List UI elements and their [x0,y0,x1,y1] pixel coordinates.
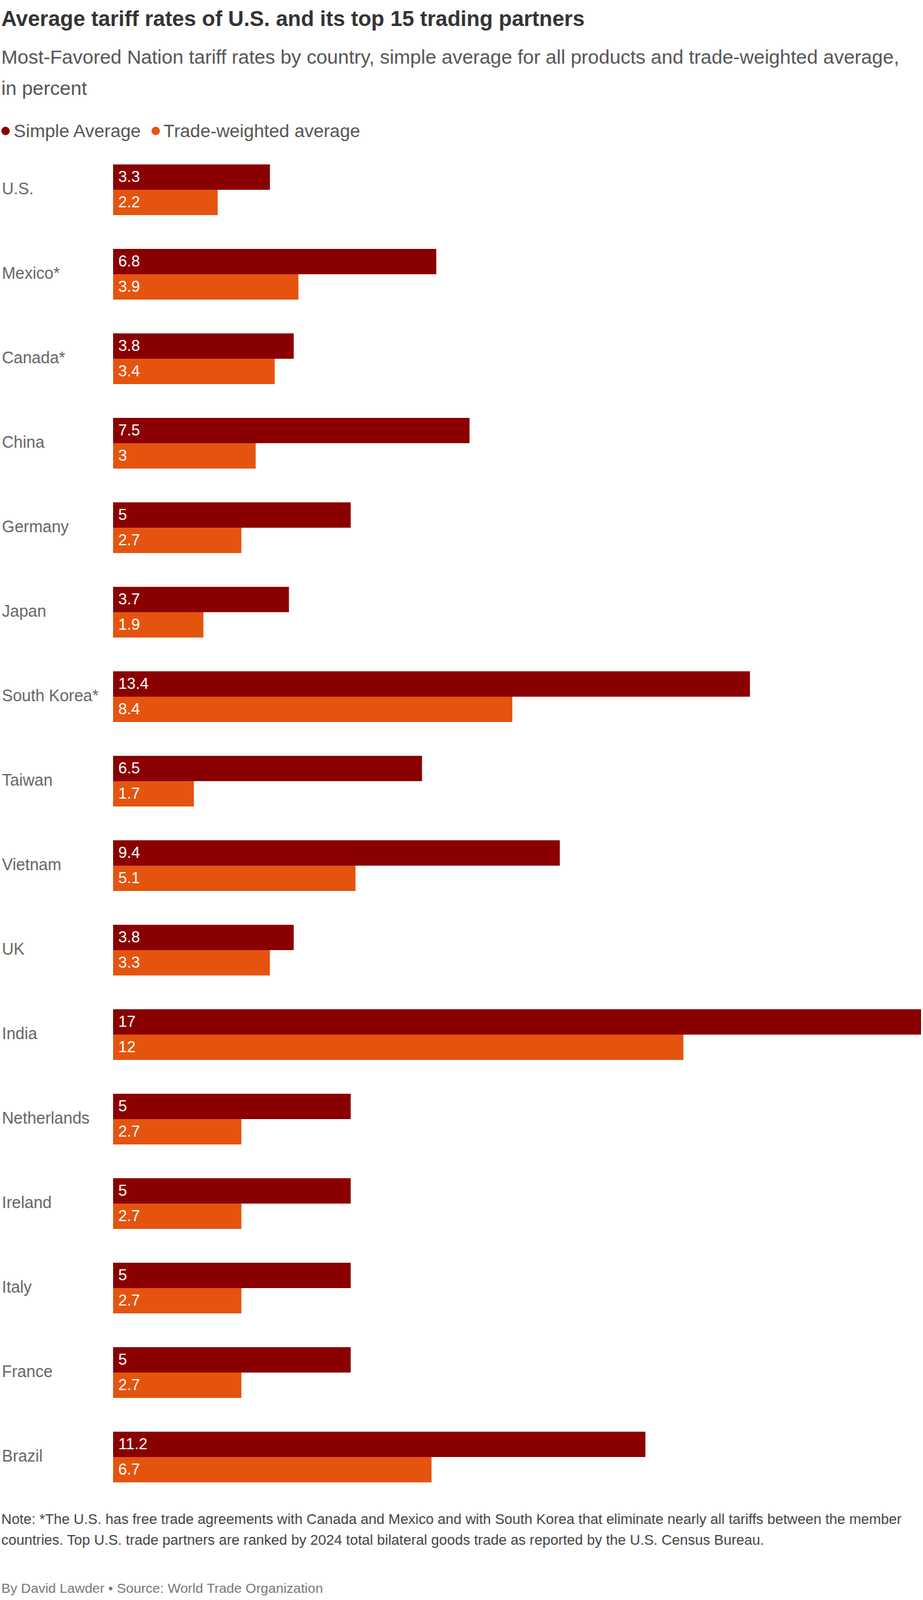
data-label: 3.4 [118,362,140,380]
title: Average tariff rates of U.S. and its top… [1,6,585,32]
data-label: 3.8 [118,928,140,946]
data-label: 9.4 [118,843,140,862]
bar [113,781,194,807]
data-label: 2.7 [118,1122,140,1141]
data-label: 11.2 [118,1435,148,1453]
data-label: 7.5 [118,421,140,439]
bar [113,527,242,554]
bar [113,189,218,216]
category-label: Ireland [1,1193,52,1212]
data-label: 2.7 [118,1207,140,1225]
category-label: Japan [1,601,47,621]
labels: U.S. 3.3 2.2 Mexico* 6.8 3.9 Canada* 3.8 3.4 Chin… [1,167,149,1479]
bar [113,274,299,300]
bar [113,164,270,190]
legend-item: Simple Average [1,120,142,142]
category-label: Germany [1,517,69,536]
data-label: 6.7 [118,1460,140,1479]
data-label: 5 [118,1181,127,1200]
bar [113,1288,242,1314]
legend-swatch [1,126,10,136]
legend-label: Trade-weighted average [163,120,361,142]
category-label: UK [1,939,25,959]
bar [113,248,437,275]
category-label: Mexico* [1,263,60,283]
bar [113,1262,351,1289]
bar [113,1093,351,1120]
category-label: Canada* [1,348,66,367]
bar [113,1119,242,1145]
bar [113,1347,351,1373]
data-label: 2.7 [118,531,140,549]
bar [113,671,751,697]
bar [113,865,356,892]
data-label: 5.1 [118,869,140,887]
bar [113,358,275,385]
bar [113,755,422,782]
note: Note: *The U.S. has free trade agreement… [1,1509,915,1551]
data-label: 12 [118,1038,136,1056]
data-label: 3.8 [118,336,140,355]
category-label: Italy [1,1277,32,1297]
data-label: 2.7 [118,1291,140,1310]
legend-swatch [151,126,160,136]
bar [113,586,290,613]
category-label: South Korea* [1,686,99,705]
bar [113,417,470,444]
data-label: 1.9 [118,615,140,634]
data-label: 5 [118,1350,127,1369]
bar [113,612,204,638]
bar [113,1431,646,1458]
bar [113,502,351,528]
bar [113,840,560,866]
data-label: 6.8 [118,252,140,270]
data-label: 2.2 [118,193,140,211]
bar [113,1009,922,1035]
bar [113,950,270,976]
byline: By David Lawder • Source: World Trade Or… [1,1580,324,1597]
category-label: Brazil [1,1446,43,1466]
data-label: 3 [118,446,127,465]
category-label: China [1,432,45,452]
data-label: 5 [118,505,127,524]
data-label: 5 [118,1266,127,1284]
bar [113,696,513,723]
category-label: Netherlands [1,1108,90,1128]
category-label: Taiwan [1,770,53,790]
subtitle: Most-Favored Nation tariff rates by coun… [1,41,915,104]
legend-label: Simple Average [13,120,142,142]
data-label: 17 [118,1012,136,1031]
data-label: 5 [118,1097,127,1115]
data-label: 1.7 [118,784,140,803]
data-label: 6.5 [118,759,140,777]
bar [113,1178,351,1204]
data-label: 3.9 [118,277,140,296]
legend-item: Trade-weighted average [151,120,361,142]
bar [113,924,294,951]
legend: Simple Average Trade-weighted average [1,120,371,142]
data-label: 3.3 [118,167,140,186]
data-label: 3.3 [118,953,140,972]
bar [113,443,256,469]
category-label: U.S. [1,179,34,198]
bars [113,164,922,1483]
data-label: 3.7 [118,590,140,608]
bar [113,1372,242,1399]
category-label: Vietnam [1,855,62,874]
chart: U.S. 3.3 2.2 Mexico* 6.8 3.9 Canada* 3.8 3.4 Chin… [0,0,923,1495]
bar [113,1203,242,1230]
bar [113,1457,432,1483]
category-label: India [1,1024,38,1043]
data-label: 13.4 [118,674,149,693]
data-label: 2.7 [118,1376,140,1394]
bar [113,1034,684,1061]
category-label: France [1,1362,53,1381]
bar [113,333,294,359]
data-label: 8.4 [118,700,140,718]
